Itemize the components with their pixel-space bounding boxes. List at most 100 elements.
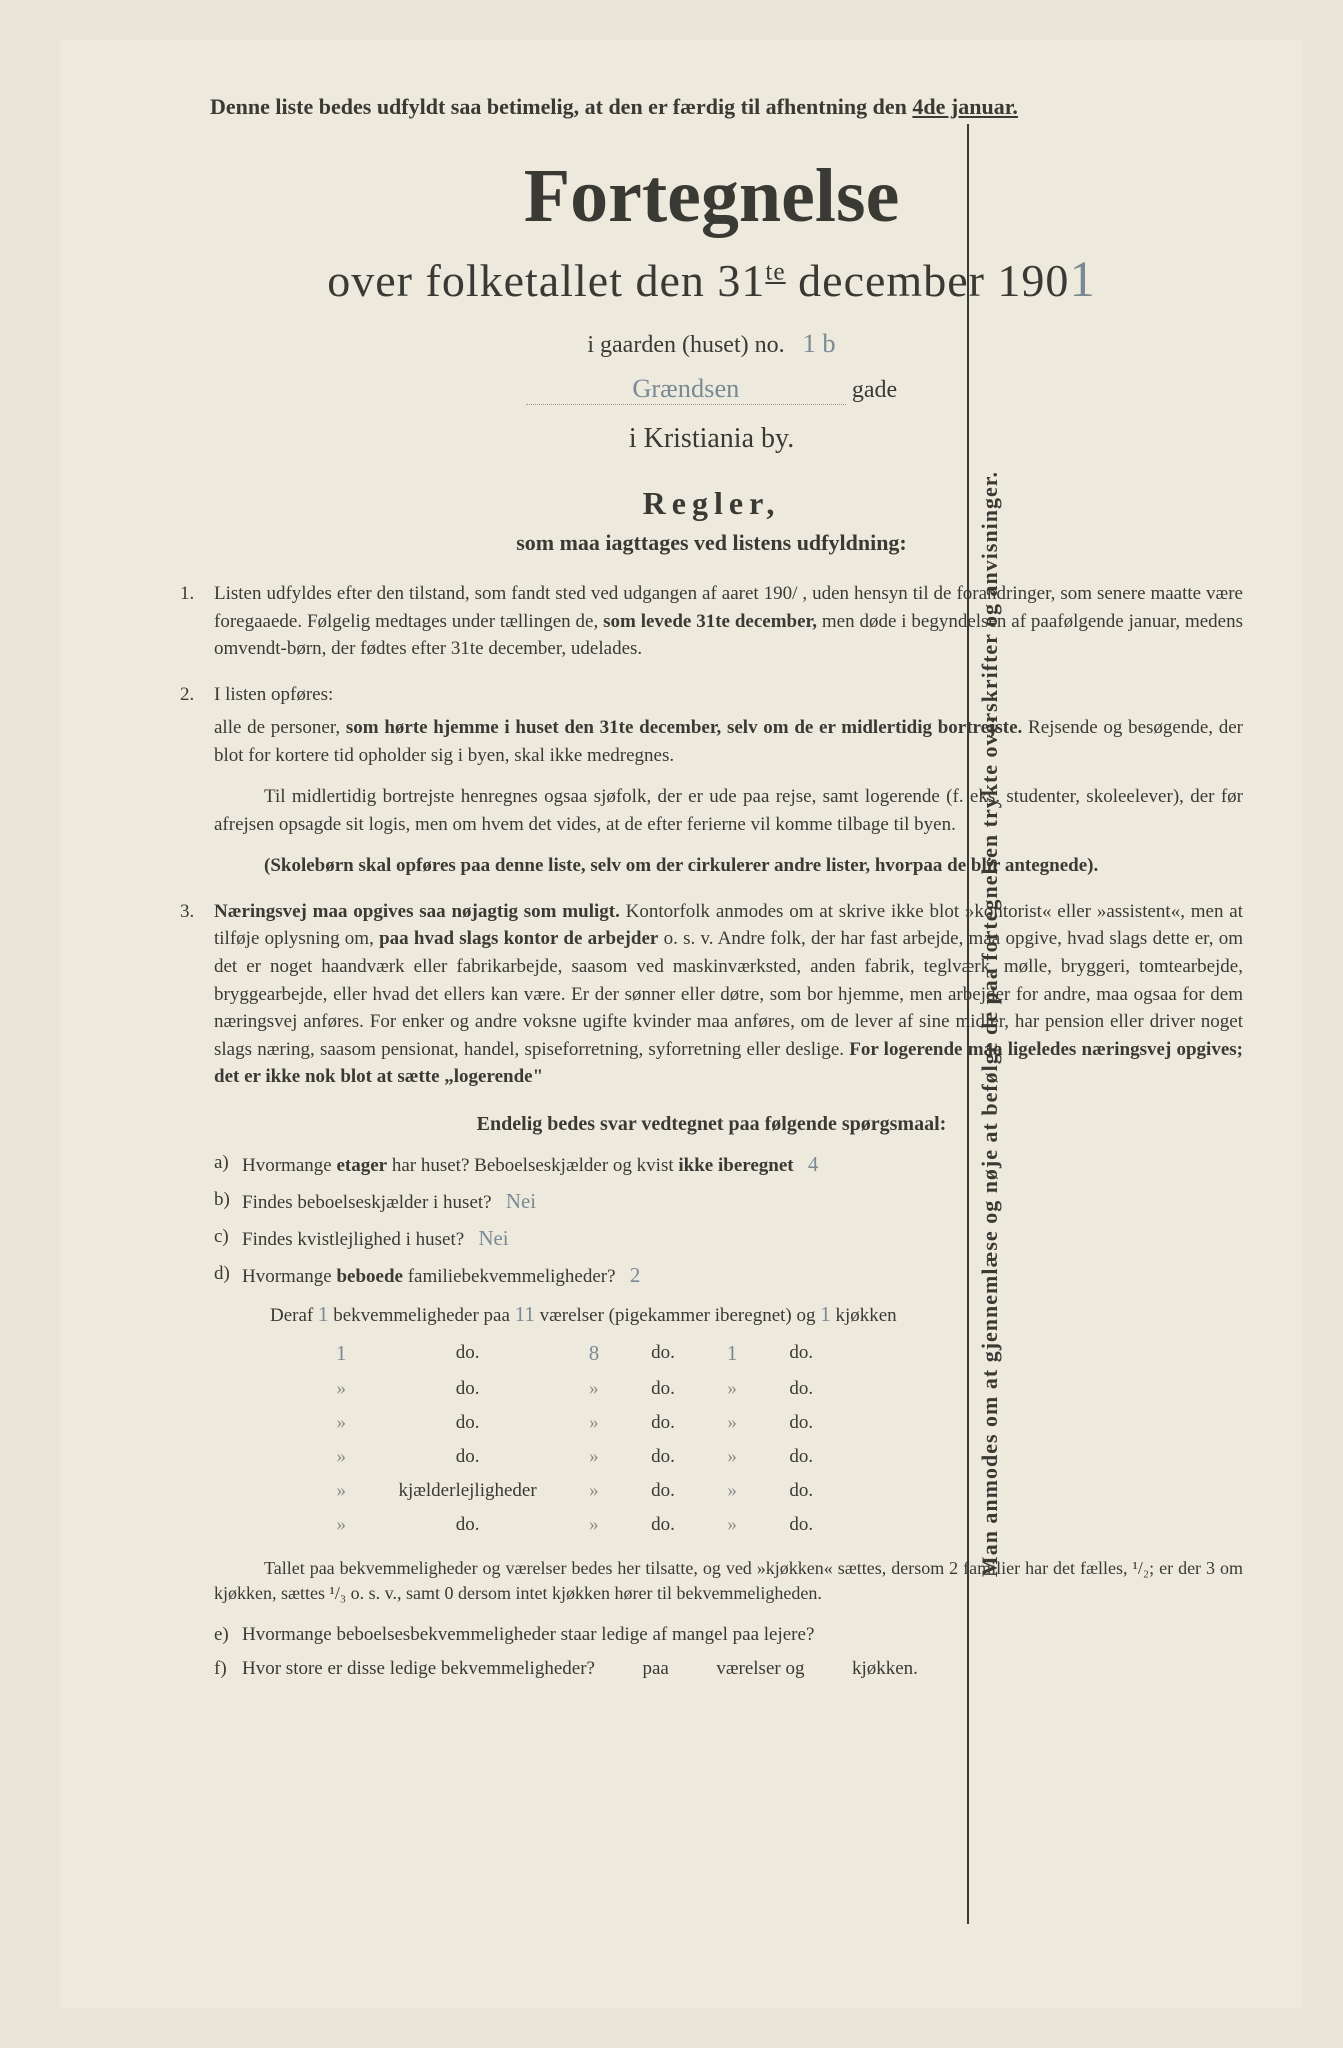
qd-t2: beboede bbox=[336, 1266, 403, 1287]
rule-2: I listen opføres: alle de personer, som … bbox=[180, 681, 1243, 880]
table-cell: do. bbox=[372, 1335, 562, 1372]
table-cell: » bbox=[310, 1474, 372, 1508]
table-cell: » bbox=[563, 1474, 625, 1508]
qf-vaer: værelser og bbox=[716, 1658, 804, 1679]
question-f: f) Hvor store er disse ledige bekvemmeli… bbox=[214, 1658, 1243, 1680]
table-cell: » bbox=[701, 1406, 763, 1440]
table-cell: » bbox=[563, 1508, 625, 1542]
table-cell: kjælderlejligheder bbox=[372, 1474, 562, 1508]
table-cell: do. bbox=[625, 1508, 701, 1542]
top-deadline-note: Denne liste bedes udfyldt saa betimelig,… bbox=[210, 90, 1213, 123]
qd-answer: 2 bbox=[630, 1263, 640, 1287]
street-line: Grændsen gade bbox=[180, 373, 1243, 405]
kitchen-footnote: Tallet paa bekvemmeligheder og værelser … bbox=[214, 1556, 1243, 1606]
rules-subtitle: som maa iagttages ved listens udfyldning… bbox=[180, 530, 1243, 556]
rule2-p2: Til midlertidig bortrejste henregnes ogs… bbox=[214, 783, 1243, 838]
table-cell: do. bbox=[763, 1440, 839, 1474]
question-d: d) Hvormange beboede familiebekvemmeligh… bbox=[214, 1263, 1243, 1288]
city-line: i Kristiania by. bbox=[180, 423, 1243, 455]
table-cell: do. bbox=[372, 1440, 562, 1474]
qe-label: e) bbox=[214, 1624, 229, 1646]
deraf-2: bekvemmeligheder paa bbox=[328, 1305, 514, 1326]
qa-label: a) bbox=[214, 1152, 229, 1174]
table-cell: do. bbox=[372, 1406, 562, 1440]
table-cell: » bbox=[701, 1508, 763, 1542]
qa-t2: etager bbox=[336, 1155, 387, 1176]
table-cell: do. bbox=[372, 1508, 562, 1542]
table-cell: do. bbox=[763, 1406, 839, 1440]
rule3-a: Næringsvej maa opgives saa nøjagtig som … bbox=[214, 901, 620, 922]
qf-kjok: kjøkken. bbox=[852, 1658, 918, 1679]
table-cell: » bbox=[563, 1372, 625, 1406]
table-cell: 8 bbox=[563, 1335, 625, 1372]
subtitle-mid: december 190 bbox=[786, 255, 1070, 306]
table-cell: do. bbox=[625, 1406, 701, 1440]
deraf-block: Deraf 1 bekvemmeligheder paa 11 værelser… bbox=[180, 1302, 1243, 1542]
rule2-p3: (Skolebørn skal opføres paa denne liste,… bbox=[214, 852, 1243, 880]
rules-title: Regler, bbox=[180, 485, 1243, 522]
qa-answer: 4 bbox=[808, 1152, 818, 1176]
table-row: 1do.8do.1do. bbox=[310, 1335, 839, 1372]
table-row: »do.»do.»do. bbox=[310, 1372, 839, 1406]
qc-label: c) bbox=[214, 1226, 229, 1248]
qa-t1: Hvormange bbox=[242, 1155, 336, 1176]
main-title: Fortegnelse bbox=[180, 153, 1243, 240]
deraf-3: værelser (pigekammer iberegnet) og bbox=[535, 1305, 820, 1326]
qa-t3: har huset? Beboelseskjælder og kvist bbox=[387, 1155, 678, 1176]
qf-label: f) bbox=[214, 1658, 227, 1680]
table-cell: 1 bbox=[701, 1335, 763, 1372]
census-form-page: Man anmodes om at gjennemlæse og nøje at… bbox=[60, 40, 1303, 2008]
table-cell: do. bbox=[372, 1372, 562, 1406]
do-table: 1do.8do.1do.»do.»do.»do.»do.»do.»do.»do.… bbox=[310, 1335, 839, 1542]
table-row: »do.»do.»do. bbox=[310, 1508, 839, 1542]
qd-t1: Hvormange bbox=[242, 1266, 336, 1287]
table-cell: do. bbox=[625, 1474, 701, 1508]
table-row: »do.»do.»do. bbox=[310, 1440, 839, 1474]
subtitle: over folketallet den 31te december 1901 bbox=[180, 250, 1243, 308]
question-c: c) Findes kvistlejlighed i huset? Nei bbox=[214, 1226, 1243, 1251]
rule-3: Næringsvej maa opgives saa nøjagtig som … bbox=[180, 898, 1243, 1091]
table-cell: do. bbox=[763, 1372, 839, 1406]
house-number-value: 1 b bbox=[803, 328, 836, 358]
rule3-c: paa hvad slags kontor de arbejder bbox=[379, 928, 658, 949]
house-number-label: i gaarden (huset) no. bbox=[587, 332, 784, 358]
table-cell: do. bbox=[625, 1440, 701, 1474]
deraf-v3: 1 bbox=[820, 1302, 830, 1326]
questions-list: a) Hvormange etager har huset? Beboelses… bbox=[180, 1152, 1243, 1288]
subtitle-sup: te bbox=[765, 258, 785, 286]
street-label: gade bbox=[852, 377, 897, 403]
deraf-v2: 11 bbox=[515, 1302, 535, 1326]
questions-list-2: e) Hvormange beboelsesbekvemmeligheder s… bbox=[180, 1624, 1243, 1680]
qa-t4: ikke iberegnet bbox=[678, 1155, 793, 1176]
table-row: »kjælderlejligheder»do.»do. bbox=[310, 1474, 839, 1508]
table-cell: » bbox=[310, 1406, 372, 1440]
table-cell: » bbox=[701, 1474, 763, 1508]
table-cell: do. bbox=[763, 1508, 839, 1542]
question-e: e) Hvormange beboelsesbekvemmeligheder s… bbox=[214, 1624, 1243, 1646]
house-number-line: i gaarden (huset) no. 1 b bbox=[180, 328, 1243, 359]
table-cell: » bbox=[310, 1372, 372, 1406]
qc-text: Findes kvistlejlighed i huset? bbox=[242, 1229, 464, 1250]
table-cell: » bbox=[701, 1440, 763, 1474]
qe-text: Hvormange beboelsesbekvemmeligheder staa… bbox=[242, 1624, 814, 1645]
subtitle-year-hand: 1 bbox=[1069, 251, 1095, 307]
deraf-4: kjøkken bbox=[831, 1305, 897, 1326]
table-cell: » bbox=[563, 1440, 625, 1474]
rule2-intro: I listen opføres: bbox=[214, 684, 333, 705]
qb-answer: Nei bbox=[506, 1189, 536, 1213]
questions-title: Endelig bedes svar vedtegnet paa følgend… bbox=[180, 1113, 1243, 1136]
deraf-1: Deraf bbox=[270, 1305, 318, 1326]
street-value: Grændsen bbox=[526, 373, 846, 405]
table-cell: do. bbox=[625, 1335, 701, 1372]
table-cell: do. bbox=[625, 1372, 701, 1406]
table-cell: » bbox=[310, 1440, 372, 1474]
table-cell: » bbox=[563, 1406, 625, 1440]
rule2-a: alle de personer, bbox=[214, 717, 346, 738]
top-note-deadline: 4de januar. bbox=[912, 94, 1018, 119]
do-table-body: 1do.8do.1do.»do.»do.»do.»do.»do.»do.»do.… bbox=[310, 1335, 839, 1542]
rule-1: Listen udfyldes efter den tilstand, som … bbox=[180, 580, 1243, 663]
question-b: b) Findes beboelseskjælder i huset? Nei bbox=[214, 1189, 1243, 1214]
table-cell: » bbox=[310, 1508, 372, 1542]
table-cell: do. bbox=[763, 1335, 839, 1372]
subtitle-pre: over folketallet den 31 bbox=[327, 255, 765, 306]
